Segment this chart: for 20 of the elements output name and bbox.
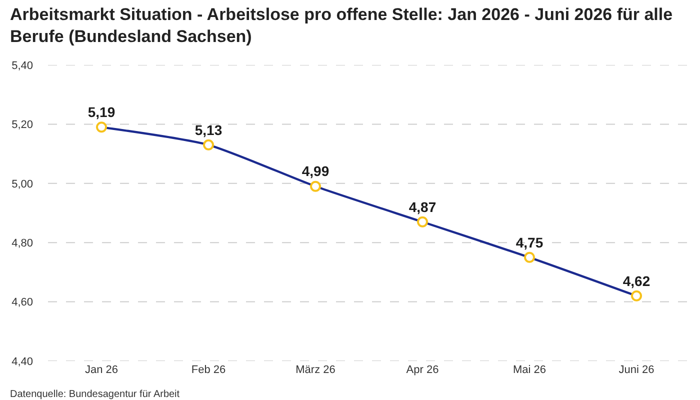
x-tick-label: Mai 26: [512, 364, 546, 376]
x-tick-label: Juni 26: [618, 364, 654, 376]
data-label: 5,19: [88, 104, 116, 120]
x-tick-label: Apr 26: [406, 364, 439, 376]
data-label: 4,75: [516, 234, 544, 250]
y-tick-label: 4,60: [12, 296, 33, 309]
data-label: 4,62: [622, 272, 650, 289]
chart-title: Arbeitsmarkt Situation - Arbeitslose pro offene Stelle: Jan 2026 - Juni 2026 für alle Berufe (Bundesland Sachsen): [10, 5, 673, 46]
data-label: 4,87: [408, 198, 436, 215]
text: Datenquelle: Bundesagentur für Arbeit: [10, 389, 180, 400]
y-tick-label: 5,20: [12, 119, 33, 132]
y-tick-label: 4,40: [12, 356, 33, 368]
x-tick-label: März 26: [296, 364, 336, 376]
x-tick-label: Jan 26: [84, 364, 118, 376]
data-label: 4,99: [302, 163, 330, 180]
y-tick-label: 4,80: [12, 237, 33, 250]
y-tick-label: 5,40: [12, 60, 33, 72]
y-tick-label: 5,00: [12, 178, 33, 190]
x-tick-label: Feb 26: [191, 364, 226, 376]
data-label: 5,13: [194, 122, 222, 138]
